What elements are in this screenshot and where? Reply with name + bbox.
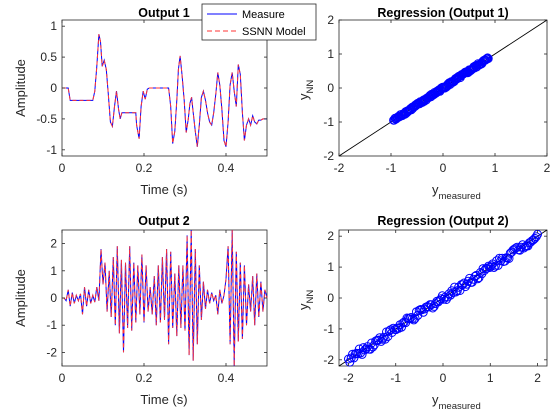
x-tick-label-output-1: 0 [59,161,66,175]
x-tick-label-regression-2: -1 [390,371,401,385]
legend: Measure SSNN Model [201,3,317,41]
x-tick-label-output-1: 0.2 [136,161,153,175]
axes-box-output-2 [61,229,268,367]
chart-title-regression-1: Regression (Output 1) [377,6,508,20]
chart-title-output-2: Output 2 [138,214,189,228]
scatter-point-regression-2 [379,332,389,342]
y-tick-label-output-2: -2 [46,345,57,359]
scatter-point-regression-2 [519,243,529,253]
x-tick-label-output-2: 0.4 [218,371,235,385]
scatter-point-regression-2 [407,314,417,324]
y-tick-label-regression-2: 2 [327,229,334,243]
y-tick-label-output-2: 2 [50,237,57,251]
series-line-ssnn-output-2 [62,229,268,367]
scatter-point-regression-2 [478,264,488,274]
scatter-point-regression-2 [531,232,541,242]
scatter-point-regression-2 [433,297,443,307]
legend-label-measure: Measure [242,9,285,21]
y-axis-label-regression-2: yNN [296,290,316,310]
panel-regression-2: -2 -1 0 1 2 -2 -1 0 1 2 Regression (Output 2) yme… [296,214,548,412]
scatter-point-regression-2 [428,303,438,313]
x-tick-label-regression-1: 0 [440,161,447,175]
scatter-point-regression-1 [481,55,490,65]
y-tick-label-output-1: 0 [50,81,57,95]
scatter-point-regression-2 [361,344,371,354]
scatter-point-regression-2 [446,290,455,300]
scatter-point-regression-1 [483,53,493,63]
scatter-point-regression-2 [435,295,445,305]
y-tick-label-regression-2: -2 [323,353,334,367]
scatter-point-regression-2 [354,344,364,354]
y-tick-label-regression-2: -1 [323,322,334,336]
scatter-point-regression-2 [405,314,415,324]
x-tick-label-regression-1: 2 [544,161,551,175]
series-line-ssnn-output-1 [62,34,267,147]
legend-box [201,3,317,41]
panel-regression-1: -2 -1 0 1 2 -2 -1 0 1 2 Regression (Output 1) yme… [296,6,551,202]
scatter-point-regression-2 [504,254,514,263]
y-tick-label-regression-1: 1 [327,47,334,61]
x-tick-label-regression-1: -2 [334,161,345,175]
y-axis-label-regression-1: yNN [296,80,316,100]
x-tick-label-output-2: 0.2 [136,371,153,385]
y-tick-label-regression-1: 0 [327,81,334,95]
x-axis-label-output-1: Time (s) [140,182,187,197]
y-tick-label-output-2: 0 [50,291,57,305]
y-axis-label-output-1: Amplitude [13,59,28,117]
scatter-point-regression-2 [406,313,416,322]
panel-output-1: 0 0.2 0.4 -1 -0.5 0 0.5 1 Output 1 Time (s) Amp… [13,3,317,197]
y-tick-label-output-1: 1 [50,19,57,33]
scatter-point-regression-2 [410,313,420,323]
chart-title-output-1: Output 1 [138,6,189,20]
x-tick-label-output-2: 0 [59,371,66,385]
y-tick-label-output-1: -1 [46,143,57,157]
y-tick-label-regression-1: -2 [323,149,334,163]
x-tick-label-regression-2: 1 [487,371,494,385]
y-tick-label-regression-2: 1 [327,260,334,274]
legend-label-ssnn: SSNN Model [242,26,306,38]
y-axis-label-output-2: Amplitude [13,269,28,327]
scatter-point-regression-2 [509,244,519,254]
scatter-point-regression-2 [368,342,378,352]
y-tick-label-output-1: -0.5 [36,112,57,126]
x-axis-label-regression-2: ymeasured [432,392,481,412]
x-tick-label-regression-1: 1 [492,161,499,175]
y-tick-label-output-2: -1 [46,318,57,332]
y-tick-label-regression-2: 0 [327,291,334,305]
scatter-point-regression-1 [483,54,493,64]
panel-output-2: 0 0.2 0.4 -2 -1 0 1 2 Output 2 Time (s) Amplitu… [13,214,268,407]
x-tick-label-regression-2: -2 [343,371,354,385]
scatter-point-regression-2 [486,261,496,271]
y-tick-label-output-1: 0.5 [40,50,57,64]
x-axis-label-output-2: Time (s) [140,392,187,407]
y-tick-label-output-2: 1 [50,264,57,278]
y-tick-label-regression-1: -1 [323,115,334,129]
x-tick-label-regression-2: 0 [440,371,447,385]
scatter-point-regression-2 [380,334,390,344]
x-tick-label-output-1: 0.4 [218,161,235,175]
scatter-point-regression-2 [451,287,461,297]
x-tick-label-regression-1: -1 [386,161,397,175]
scatter-point-regression-2 [378,334,387,344]
chart-title-regression-2: Regression (Output 2) [377,214,508,228]
y-tick-label-regression-1: 2 [327,13,334,27]
scatter-point-regression-2 [444,289,454,299]
x-axis-label-regression-1: ymeasured [432,182,481,202]
x-tick-label-regression-2: 2 [534,371,541,385]
